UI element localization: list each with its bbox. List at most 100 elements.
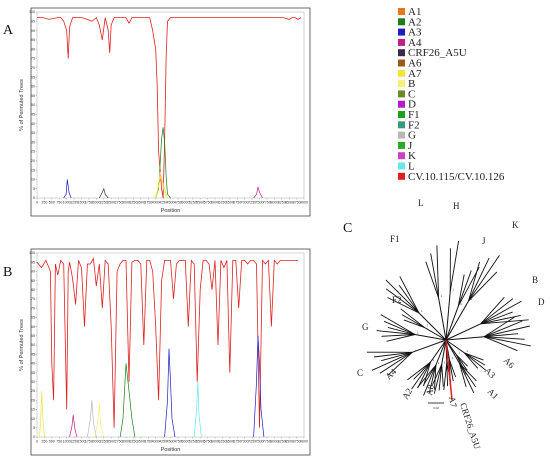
y-tick-label: 45 xyxy=(31,352,35,356)
x-tick-label: 1750 xyxy=(85,201,93,205)
legend-label-b: B xyxy=(408,78,415,90)
series-line-b xyxy=(153,171,167,199)
tree-leaf xyxy=(422,364,437,386)
x-tick-label: 3750 xyxy=(144,440,152,444)
bootstrap-label: 1 xyxy=(486,333,488,337)
tree-leaf xyxy=(464,352,486,366)
bootstrap-label: 1 xyxy=(460,302,462,306)
tree-leaf xyxy=(468,271,498,302)
series-line-a7 xyxy=(155,175,168,199)
x-tick-label: 9000 xyxy=(300,201,308,205)
y-tick-label: 40 xyxy=(31,362,35,366)
x-tick-label: 8750 xyxy=(293,440,301,444)
x-tick-label: 1750 xyxy=(85,440,93,444)
scale-bar-label: 0.02 xyxy=(433,406,439,410)
tree-branch xyxy=(418,312,447,341)
series-line-a2 xyxy=(119,363,136,438)
x-tick-label: 1000 xyxy=(63,201,71,205)
y-tick-label: 75 xyxy=(31,57,35,61)
legend-swatch-a4 xyxy=(398,38,405,46)
x-tick-label: 500 xyxy=(49,440,55,444)
tree-leaf xyxy=(433,364,443,394)
x-tick-label: 8250 xyxy=(278,440,286,444)
panel-letter-a: A xyxy=(3,23,14,38)
y-tick-label: 10 xyxy=(31,178,35,182)
x-tick-label: 5500 xyxy=(196,201,204,205)
x-tick-label: 5500 xyxy=(196,440,204,444)
bootstrap-label: 1 xyxy=(462,359,464,363)
y-axis-title: % of Permuted Trees xyxy=(19,79,25,131)
tree-leaf xyxy=(446,362,449,387)
tree-leaf xyxy=(449,240,460,292)
x-tick-label: 1250 xyxy=(70,440,78,444)
x-tick-label: 5000 xyxy=(181,440,189,444)
tree-leaf xyxy=(483,336,518,352)
y-tick-label: 65 xyxy=(31,316,35,320)
x-tick-label: 3250 xyxy=(129,201,137,205)
x-tick-label: 1250 xyxy=(70,201,78,205)
x-tick-label: 8500 xyxy=(285,440,293,444)
tree-leaf xyxy=(484,336,525,340)
x-axis-title: Position xyxy=(161,208,181,214)
tree-branch xyxy=(412,339,447,353)
y-tick-label: 30 xyxy=(31,140,35,144)
x-tick-label: 7250 xyxy=(248,440,256,444)
tree-leaf xyxy=(411,361,431,390)
series-line-a3 xyxy=(63,179,72,199)
plot-frame xyxy=(30,248,311,456)
y-tick-label: 45 xyxy=(31,113,35,117)
tree-leaf xyxy=(457,274,465,307)
x-tick-label: 5250 xyxy=(189,440,197,444)
tree-leaf xyxy=(387,351,413,376)
legend-swatch-l xyxy=(398,162,405,170)
legend-label-a7: A7 xyxy=(408,68,422,80)
x-tick-label: 7000 xyxy=(241,440,249,444)
x-tick-label: 8000 xyxy=(270,440,278,444)
tree-branch xyxy=(424,327,447,341)
x-tick-label: 4250 xyxy=(159,201,167,205)
subtype-legend: A1A2A3A4CRF26_A5UA6A7BCDF1F2GJKLCV.10.11… xyxy=(398,6,505,183)
legend-swatch-b xyxy=(398,80,405,88)
x-tick-label: 7250 xyxy=(248,201,256,205)
x-tick-label: 3000 xyxy=(122,201,130,205)
recombination-chart-a: 0 5 10 15 20 25 30 35 40 45 50 55 60 65 70 75 80 85 90 95 10… xyxy=(19,7,311,217)
tree-branch xyxy=(445,339,465,354)
tree-leaf xyxy=(483,325,530,338)
y-tick-label: 20 xyxy=(31,398,35,402)
tree-branch xyxy=(445,306,459,341)
bootstrap-label: 1 xyxy=(414,348,416,352)
series-line-b xyxy=(94,403,105,438)
legend-swatch-j xyxy=(398,141,405,149)
y-tick-label: 100 xyxy=(29,251,35,255)
x-tick-label: 3250 xyxy=(129,440,137,444)
clade-label-a7: A7 xyxy=(447,396,459,409)
series-line-a4 xyxy=(69,414,78,438)
x-tick-label: 750 xyxy=(56,440,62,444)
clade-label-h: H xyxy=(453,201,460,211)
x-tick-label: 7750 xyxy=(263,440,271,444)
tree-leaf xyxy=(380,314,416,335)
series-line-cv-10-115-cv-10-126 xyxy=(36,257,299,428)
tree-leaf xyxy=(441,364,444,387)
tree-leaf xyxy=(464,352,487,371)
y-tick-label: 60 xyxy=(31,85,35,89)
clade-label-b: B xyxy=(532,275,538,285)
y-tick-label: 10 xyxy=(31,417,35,421)
bootstrap-label: 1 xyxy=(417,331,419,335)
x-tick-label: 5250 xyxy=(189,201,197,205)
x-tick-label: 2750 xyxy=(115,201,123,205)
x-tick-label: 7750 xyxy=(263,201,271,205)
legend-label-a4: A4 xyxy=(408,37,422,49)
x-tick-label: 6000 xyxy=(211,201,219,205)
legend-swatch-c xyxy=(398,90,405,98)
tree-leaf xyxy=(483,316,515,338)
tree-leaf xyxy=(425,261,440,299)
tree-leaf xyxy=(480,297,505,325)
x-tick-label: 4750 xyxy=(174,440,182,444)
clade-label-j: J xyxy=(482,236,486,246)
tree-leaf xyxy=(371,351,413,371)
legend-swatch-f1 xyxy=(398,111,405,118)
series-line-crf26-a5u xyxy=(98,187,109,199)
tree-leaf xyxy=(398,284,420,314)
clade-label-f1: F1 xyxy=(390,234,400,244)
